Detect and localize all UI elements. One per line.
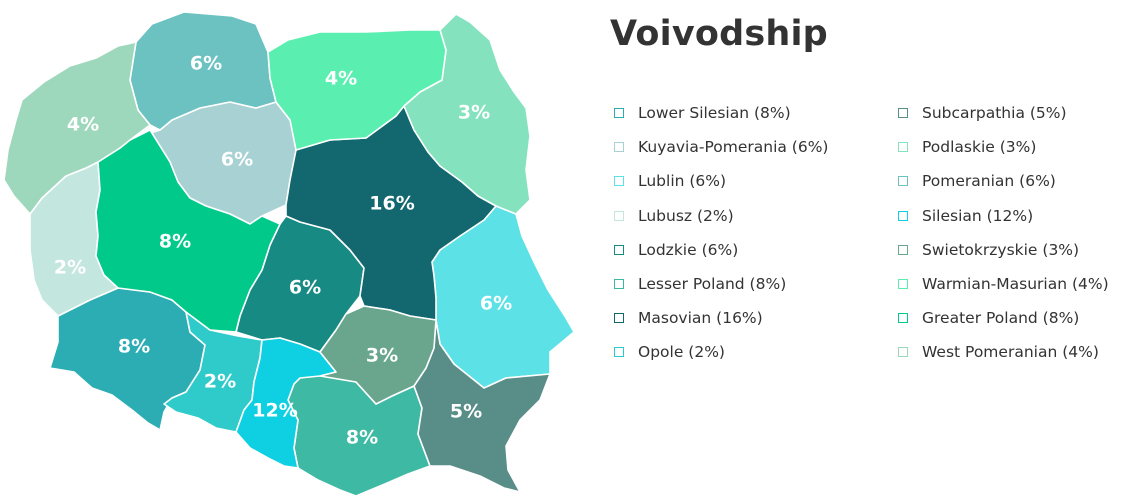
- legend-column-right: Subcarpathia (5%) Podlaskie (3%) Pomerania…: [898, 96, 1109, 370]
- legend-label: Kuyavia-Pomerania (6%): [638, 138, 829, 157]
- legend-swatch-icon: [614, 108, 624, 119]
- legend-swatch-icon: [898, 347, 908, 358]
- region-label-greater-poland: 8%: [159, 231, 191, 253]
- legend-item: Opole (2%): [614, 335, 828, 369]
- region-label-west-pomeranian: 4%: [67, 114, 99, 136]
- region-subcarpathia: [413, 319, 551, 493]
- legend-swatch-icon: [614, 176, 624, 187]
- legend-label: Masovian (16%): [638, 309, 763, 328]
- region-label-lublin: 6%: [480, 293, 512, 315]
- legend-item: West Pomeranian (4%): [898, 335, 1109, 369]
- legend-item: Swietokrzyskie (3%): [898, 233, 1109, 267]
- region-label-lower-silesian: 8%: [118, 336, 150, 358]
- legend-swatch-icon: [898, 142, 908, 153]
- legend-title: Voivodship: [610, 14, 828, 54]
- legend-swatch-icon: [898, 313, 908, 324]
- legend-item: Masovian (16%): [614, 301, 828, 335]
- region-label-lesser-poland: 8%: [346, 427, 378, 449]
- poland-voivodeship-map: 8% 6% 6% 2% 6% 8% 16% 2% 5% 3% 6% 12% 3% 4% 8% 4%: [3, 11, 575, 497]
- region-west-pomeranian: [3, 41, 151, 215]
- legend-item: Lublin (6%): [614, 164, 828, 198]
- region-label-lodzkie: 6%: [289, 277, 321, 299]
- legend-swatch-icon: [614, 347, 624, 358]
- region-shapes: [3, 11, 575, 497]
- region-label-lubusz: 2%: [54, 257, 86, 279]
- legend-swatch-icon: [898, 279, 908, 290]
- legend-swatch-icon: [898, 108, 908, 119]
- legend-swatch-icon: [614, 244, 624, 255]
- region-greater-poland: [95, 129, 281, 333]
- legend-label: Subcarpathia (5%): [922, 104, 1067, 123]
- legend-item: Lubusz (2%): [614, 199, 828, 233]
- legend-item: Lower Silesian (8%): [614, 96, 828, 130]
- legend-item: Lodzkie (6%): [614, 233, 828, 267]
- legend-swatch-icon: [614, 313, 624, 324]
- region-label-kuyavia-pomerania: 6%: [221, 149, 253, 171]
- legend-swatch-icon: [898, 210, 908, 221]
- legend-label: Pomeranian (6%): [922, 172, 1056, 191]
- legend-item: Kuyavia-Pomerania (6%): [614, 130, 828, 164]
- legend-label: Podlaskie (3%): [922, 138, 1037, 157]
- legend-label: West Pomeranian (4%): [922, 343, 1099, 362]
- region-swietokrzyskie: [319, 305, 437, 405]
- legend-label: Swietokrzyskie (3%): [922, 240, 1080, 259]
- legend-label: Lublin (6%): [638, 172, 727, 191]
- legend-label: Lesser Poland (8%): [638, 275, 787, 294]
- legend-label: Greater Poland (8%): [922, 309, 1080, 328]
- legend-item: Greater Poland (8%): [898, 301, 1109, 335]
- region-labels: 8% 6% 6% 2% 6% 8% 16% 2% 5% 3% 6% 12% 3% 4% 8% 4%: [54, 53, 512, 449]
- region-label-silesian: 12%: [252, 400, 297, 422]
- legend-item: Pomeranian (6%): [898, 164, 1109, 198]
- region-label-pomeranian: 6%: [190, 53, 222, 75]
- legend-swatch-icon: [614, 142, 624, 153]
- region-label-podlaskie: 3%: [458, 102, 490, 124]
- legend-label: Warmian-Masurian (4%): [922, 275, 1109, 294]
- region-label-opole: 2%: [204, 371, 236, 393]
- legend-swatch-icon: [614, 279, 624, 290]
- legend-label: Silesian (12%): [922, 206, 1034, 225]
- legend-item: Subcarpathia (5%): [898, 96, 1109, 130]
- legend-swatch-icon: [614, 210, 624, 221]
- legend-item: Podlaskie (3%): [898, 130, 1109, 164]
- region-label-swietokrzyskie: 3%: [366, 345, 398, 367]
- legend-item: Warmian-Masurian (4%): [898, 267, 1109, 301]
- legend-item: Silesian (12%): [898, 199, 1109, 233]
- region-label-masovian: 16%: [369, 193, 414, 215]
- legend-swatch-icon: [898, 176, 908, 187]
- legend-label: Lubusz (2%): [638, 206, 734, 225]
- legend-label: Lower Silesian (8%): [638, 104, 791, 123]
- region-warmian-masurian: [267, 29, 447, 151]
- legend-swatch-icon: [898, 244, 908, 255]
- region-label-warmian-masurian: 4%: [325, 68, 357, 90]
- legend-label: Lodzkie (6%): [638, 240, 739, 259]
- legend-column-left: Lower Silesian (8%) Kuyavia-Pomerania (6%…: [614, 96, 828, 370]
- legend-label: Opole (2%): [638, 343, 725, 362]
- legend-item: Lesser Poland (8%): [614, 267, 828, 301]
- region-label-subcarpathia: 5%: [450, 401, 482, 423]
